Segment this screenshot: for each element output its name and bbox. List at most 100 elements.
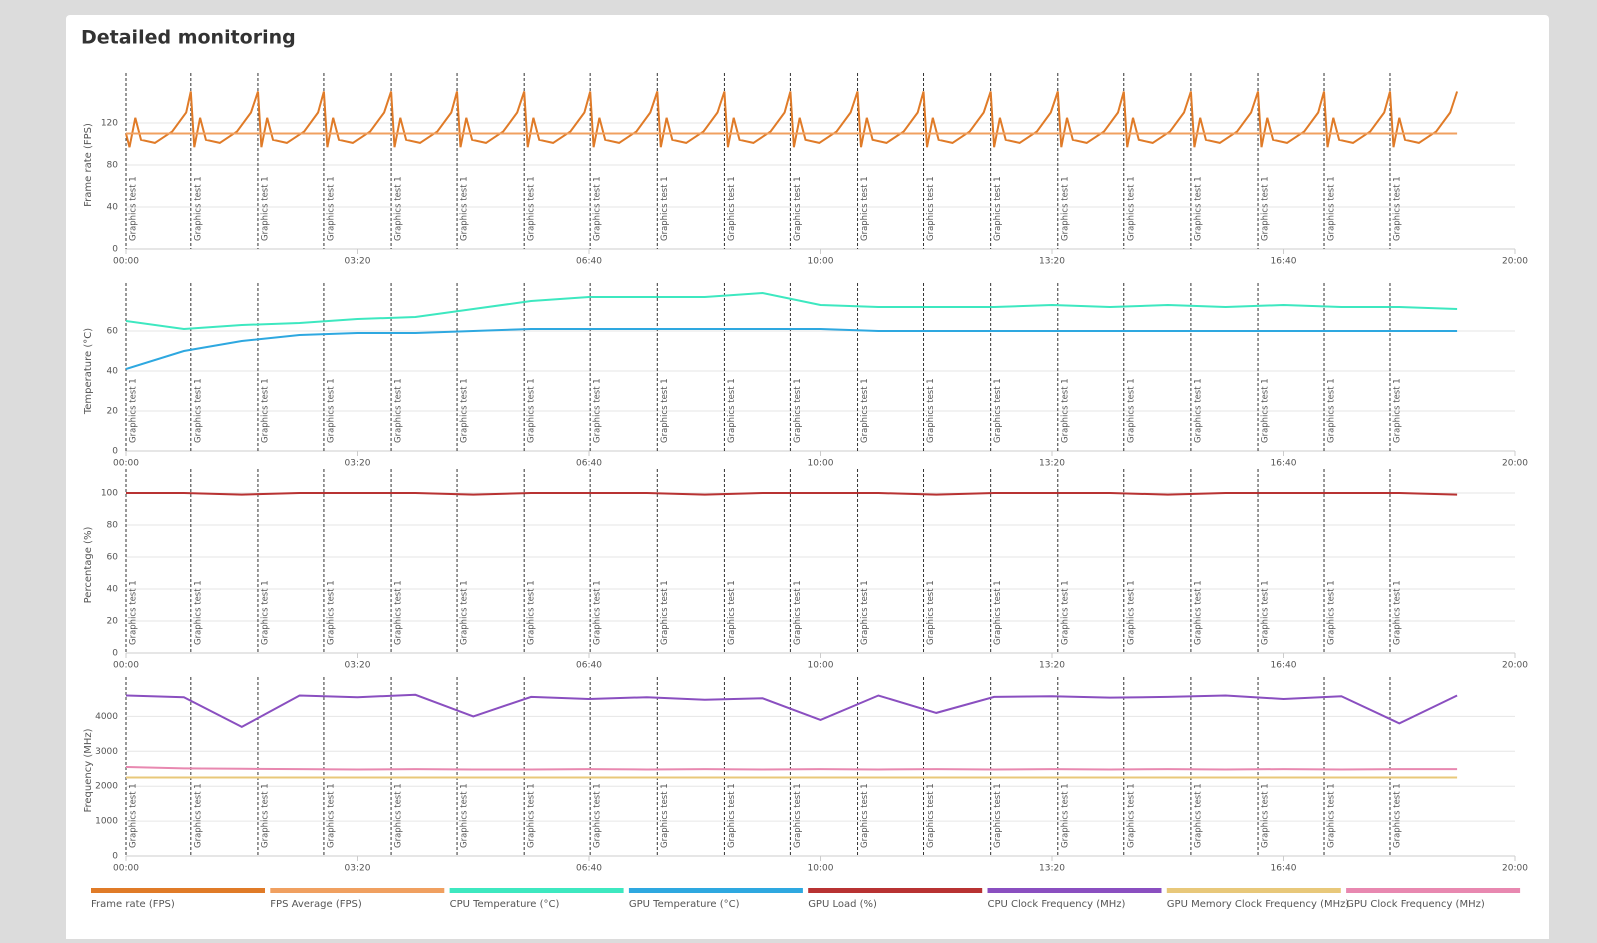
marker-label: Graphics test 1: [926, 378, 936, 443]
x-tick-label: 20:00: [1502, 257, 1528, 267]
legend-swatch: [628, 888, 803, 893]
marker-label: Graphics test 1: [129, 378, 139, 443]
marker-label: Graphics test 1: [460, 378, 470, 443]
marker-label: Graphics test 1: [527, 176, 537, 241]
y-axis-label: Frame rate (FPS): [83, 123, 94, 207]
y-axis-label: Temperature (°C): [83, 328, 94, 415]
marker-label: Graphics test 1: [926, 176, 936, 241]
series-line: [125, 693, 1458, 729]
series-line: [126, 492, 1458, 496]
x-tick-label: 06:40: [576, 459, 602, 469]
marker-label: Graphics test 1: [193, 176, 203, 241]
legend-label: GPU Temperature (°C): [629, 899, 740, 910]
marker-label: Graphics test 1: [527, 580, 537, 645]
marker-label: Graphics test 1: [1327, 378, 1337, 443]
series-line: [125, 291, 1458, 331]
panel-title: Detailed monitoring: [81, 27, 296, 49]
x-tick-label: 00:00: [113, 257, 139, 267]
marker-label: Graphics test 1: [1261, 176, 1271, 241]
y-axis-label: Frequency (MHz): [83, 728, 94, 812]
y-tick-label: 1000: [95, 817, 118, 827]
marker-label: Graphics test 1: [727, 580, 737, 645]
x-tick-label: 13:20: [1039, 661, 1065, 671]
x-tick-label: 10:00: [808, 864, 834, 874]
x-tick-label: 00:00: [113, 864, 139, 874]
marker-label: Graphics test 1: [1327, 783, 1337, 848]
legend-label: GPU Load (%): [808, 899, 877, 910]
legend-swatch: [808, 888, 983, 893]
legend-swatch: [449, 888, 624, 893]
legend-label: CPU Clock Frequency (MHz): [988, 899, 1126, 910]
series-line: [125, 766, 1458, 771]
marker-label: Graphics test 1: [1126, 783, 1136, 848]
marker-label: Graphics test 1: [1126, 580, 1136, 645]
marker-label: Graphics test 1: [460, 580, 470, 645]
x-tick-label: 13:20: [1039, 864, 1065, 874]
marker-label: Graphics test 1: [260, 783, 270, 848]
marker-label: Graphics test 1: [1060, 580, 1070, 645]
marker-label: Graphics test 1: [1060, 378, 1070, 443]
marker-label: Graphics test 1: [1261, 378, 1271, 443]
y-tick-label: 0: [112, 245, 118, 255]
x-tick-label: 06:40: [576, 864, 602, 874]
x-tick-label: 16:40: [1271, 661, 1297, 671]
legend-swatch: [270, 888, 445, 893]
marker-label: Graphics test 1: [593, 580, 603, 645]
marker-label: Graphics test 1: [860, 580, 870, 645]
marker-label: Graphics test 1: [660, 580, 670, 645]
marker-label: Graphics test 1: [793, 783, 803, 848]
y-tick-label: 0: [112, 649, 118, 659]
marker-label: Graphics test 1: [527, 783, 537, 848]
marker-label: Graphics test 1: [793, 378, 803, 443]
marker-label: Graphics test 1: [1327, 176, 1337, 241]
marker-label: Graphics test 1: [1126, 176, 1136, 241]
marker-label: Graphics test 1: [326, 783, 336, 848]
y-tick-label: 20: [107, 407, 119, 417]
marker-label: Graphics test 1: [260, 176, 270, 241]
marker-label: Graphics test 1: [593, 378, 603, 443]
marker-label: Graphics test 1: [460, 176, 470, 241]
marker-label: Graphics test 1: [926, 580, 936, 645]
x-tick-label: 03:20: [345, 864, 371, 874]
legend-swatch: [1346, 888, 1521, 893]
x-tick-label: 20:00: [1502, 661, 1528, 671]
marker-label: Graphics test 1: [260, 378, 270, 443]
legend-swatch: [91, 888, 265, 893]
y-tick-label: 80: [107, 161, 119, 171]
series-line: [125, 91, 1459, 148]
y-tick-label: 40: [107, 203, 119, 213]
x-tick-label: 16:40: [1271, 257, 1297, 267]
y-tick-label: 60: [107, 553, 119, 563]
y-tick-label: 4000: [95, 712, 118, 722]
marker-label: Graphics test 1: [727, 176, 737, 241]
marker-label: Graphics test 1: [860, 783, 870, 848]
marker-label: Graphics test 1: [1392, 783, 1402, 848]
marker-label: Graphics test 1: [129, 176, 139, 241]
marker-label: Graphics test 1: [793, 580, 803, 645]
y-axis-label: Percentage (%): [83, 527, 94, 604]
x-tick-label: 10:00: [808, 257, 834, 267]
marker-label: Graphics test 1: [727, 378, 737, 443]
marker-label: Graphics test 1: [1392, 378, 1402, 443]
marker-label: Graphics test 1: [660, 378, 670, 443]
marker-label: Graphics test 1: [394, 176, 404, 241]
legend-label: Frame rate (FPS): [91, 899, 175, 910]
legend-swatch: [987, 888, 1162, 893]
x-tick-label: 20:00: [1502, 864, 1528, 874]
legend-label: CPU Temperature (°C): [450, 899, 560, 910]
marker-label: Graphics test 1: [1126, 378, 1136, 443]
x-tick-label: 10:00: [808, 661, 834, 671]
marker-label: Graphics test 1: [394, 378, 404, 443]
x-tick-label: 00:00: [113, 459, 139, 469]
marker-label: Graphics test 1: [326, 176, 336, 241]
y-tick-label: 80: [107, 521, 119, 531]
x-tick-label: 00:00: [113, 661, 139, 671]
y-tick-label: 0: [112, 852, 118, 862]
marker-label: Graphics test 1: [660, 783, 670, 848]
x-tick-label: 06:40: [576, 661, 602, 671]
marker-label: Graphics test 1: [860, 378, 870, 443]
legend-swatch: [1166, 888, 1341, 893]
marker-label: Graphics test 1: [1193, 580, 1203, 645]
marker-label: Graphics test 1: [527, 378, 537, 443]
